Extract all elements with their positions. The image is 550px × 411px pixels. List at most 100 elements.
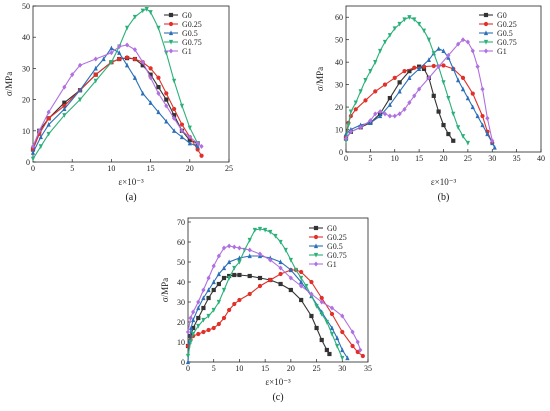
data-point [378,48,383,54]
data-point [465,39,470,45]
data-point [358,124,363,130]
data-point [456,125,461,130]
data-point [140,59,145,65]
data-point [373,60,378,65]
legend-label: G0.5 [497,29,513,38]
data-point [441,63,446,68]
data-point [46,116,51,121]
data-point [237,259,242,265]
legend-label: G0.5 [327,242,343,251]
panel-c: 0 5 10 15 20 25 30 35 0 10 20 30 40 50 60 70 ε×10⁻³ σ/MPa… [160,217,372,403]
data-point [373,111,378,117]
legend-entry: G0.75 [479,38,517,47]
data-point [156,75,161,80]
data-point [417,21,422,27]
data-point [124,55,130,60]
data-point [378,109,383,115]
data-point [216,253,221,259]
data-point [156,90,161,96]
data-point [172,113,177,118]
data-point [199,143,204,149]
data-point [237,272,242,278]
data-point [327,351,332,357]
data-point [268,229,273,235]
y-tick-label: 30 [177,298,185,307]
data-point [132,47,138,53]
data-point [172,115,177,121]
legend-marker [483,39,489,45]
data-point [179,128,185,134]
data-point [144,7,149,12]
data-point [237,245,242,251]
data-point [188,315,193,321]
data-point [30,143,36,149]
data-point [407,75,412,80]
data-point [156,25,161,31]
x-tick-label: 20 [186,164,194,173]
data-point [148,100,153,105]
x-tick-label: 35 [513,154,521,163]
data-point [196,305,201,311]
data-point [355,339,360,345]
data-point [421,28,427,34]
data-point [314,303,319,309]
data-point [470,91,475,96]
data-point [368,69,373,74]
data-point [340,329,345,335]
data-point [446,52,451,58]
data-point [299,279,304,285]
data-point [232,301,237,307]
data-point [62,103,67,108]
data-point [319,299,324,305]
data-point [196,323,201,329]
x-tick-label: 0 [186,364,190,373]
series-G0 [343,64,456,143]
data-point [392,75,397,80]
data-point [460,75,466,80]
data-point [117,56,122,62]
y-tick-label: 30 [22,64,30,73]
data-point [46,109,51,115]
data-point [278,265,283,271]
data-point [268,257,273,263]
data-point [426,37,431,43]
series-G1 [30,42,204,149]
data-point [164,50,169,56]
data-point [373,89,378,94]
data-point [38,134,43,140]
data-point [387,113,392,119]
data-point [232,265,237,271]
data-point [387,102,392,107]
data-point [309,291,314,297]
data-point [196,315,201,321]
y-tick-label: 0 [339,148,343,157]
y-tick-label: 0 [181,358,185,367]
data-point [132,14,138,20]
data-point [465,140,470,146]
series-G0-5 [30,45,200,155]
data-point [101,56,106,62]
data-point [355,349,360,355]
series-G0-75 [343,15,470,146]
legend-entry: G1 [164,47,192,56]
y-tick-label: 60 [335,13,343,22]
data-point [451,111,456,117]
data-point [278,271,283,277]
data-point [431,51,436,56]
data-point [340,347,345,353]
data-point [288,267,293,273]
data-point [247,273,252,279]
data-point [412,17,417,23]
data-point [62,100,67,105]
data-point [124,42,130,48]
data-point [309,313,314,319]
data-point [363,98,368,103]
legend-marker [483,21,489,27]
data-point [475,113,480,119]
legend-marker [313,234,319,240]
data-point [343,136,349,142]
legend-label: G0.25 [497,20,517,29]
x-tick-label: 10 [107,164,115,173]
data-point [188,325,194,331]
data-point [441,48,446,54]
